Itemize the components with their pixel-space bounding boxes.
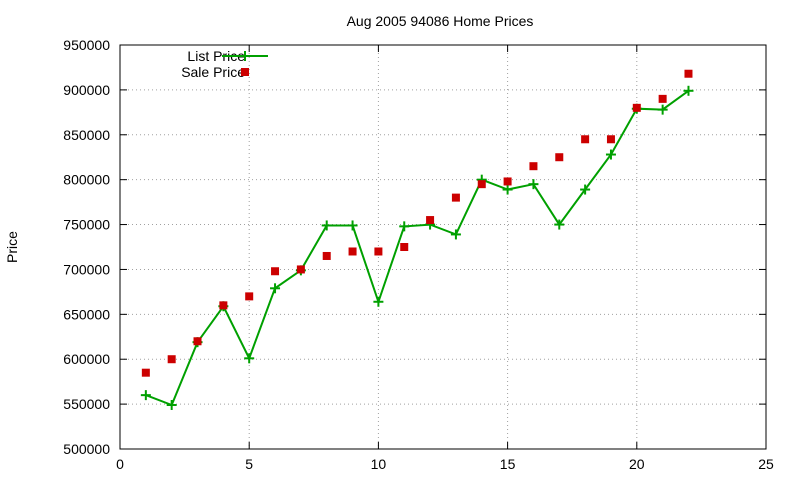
list-price-point [140,390,151,401]
sale-price-point [193,337,202,346]
sale-price-point [374,247,383,256]
sale-price-point [658,94,667,103]
legend-plus-marker [240,51,250,61]
y-tick-label: 900000 [63,82,110,98]
list-price-point [321,220,332,231]
sale-price-point [529,162,538,171]
sale-price-point [400,243,409,251]
y-tick-label: 550000 [63,396,110,412]
list-price-point [554,219,565,230]
grid-lines [120,45,766,449]
legend-label: List Price [187,48,245,64]
series-layer [140,69,694,411]
x-tick-label: 20 [629,456,645,472]
x-tick-label: 10 [371,456,387,472]
list-price-point [683,85,694,96]
list-price-point [399,221,410,232]
axis-ticks: 0 5 10 15 20 25 500000 550000 600000 650000 700000… [63,37,774,472]
y-tick-label: 700000 [63,261,110,277]
sale-price-point [322,251,331,260]
x-tick-label: 5 [245,456,253,472]
plot-frame [119,44,767,450]
x-tick-label: 0 [116,456,124,472]
y-tick-label: 650000 [63,306,110,322]
chart-title: Aug 2005 94086 Home Prices [347,13,534,29]
list-price-point [166,400,177,411]
sale-price-point [348,247,357,256]
y-tick-label: 600000 [63,351,110,367]
sale-price-point [167,355,176,364]
sale-price-point [555,153,564,162]
list-price-line [145,89,690,407]
legend-square-marker [241,68,249,76]
sale-price-point [219,301,228,310]
legend-label: Sale Price [181,64,245,80]
y-tick-label: 800000 [63,172,110,188]
y-tick-label: 850000 [63,127,110,143]
list-price-point [373,296,384,307]
list-price-point [450,229,461,240]
sale-price-point [684,69,693,78]
sale-price-point [606,135,615,144]
sale-price-point [296,265,305,274]
y-tick-label: 750000 [63,217,110,233]
y-axis-label: Price [4,231,20,263]
y-tick-label: 950000 [63,37,110,53]
x-tick-label: 15 [500,456,516,472]
list-price-point [502,184,513,195]
sale-price-point [141,368,150,377]
sale-price-point [426,216,435,225]
sale-price-point [245,292,254,301]
list-price-point [657,104,668,115]
x-tick-label: 25 [758,456,774,472]
list-price-point [605,149,616,160]
sale-price-point [632,103,641,112]
sale-price-point [477,180,486,189]
sale-price-point [451,193,460,202]
list-price-point [347,220,358,231]
list-price-point [580,184,591,195]
sale-price-point [503,177,512,186]
sale-price-point [581,135,590,144]
y-tick-label: 500000 [63,441,110,457]
list-price-point [244,353,255,364]
list-price-point [528,179,539,190]
list-price-point [270,283,281,294]
sale-price-point [271,267,280,276]
